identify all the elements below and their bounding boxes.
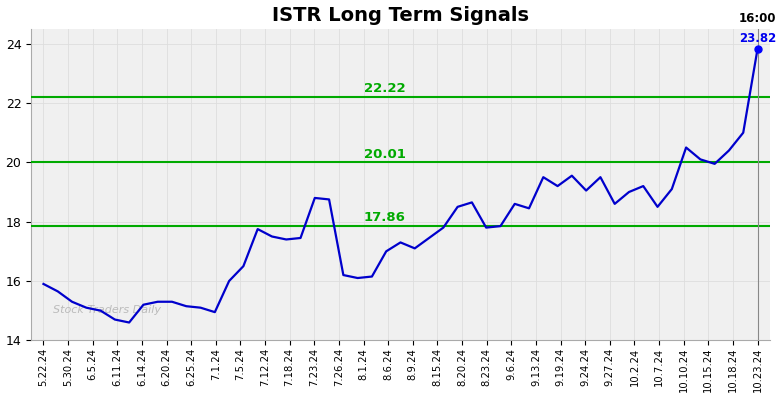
Text: 23.82: 23.82 xyxy=(739,31,776,45)
Text: 16:00: 16:00 xyxy=(739,12,776,25)
Title: ISTR Long Term Signals: ISTR Long Term Signals xyxy=(272,6,529,25)
Text: 17.86: 17.86 xyxy=(364,211,405,224)
Text: 22.22: 22.22 xyxy=(364,82,405,95)
Text: 20.01: 20.01 xyxy=(364,148,405,161)
Text: Stock Traders Daily: Stock Traders Daily xyxy=(53,305,162,315)
